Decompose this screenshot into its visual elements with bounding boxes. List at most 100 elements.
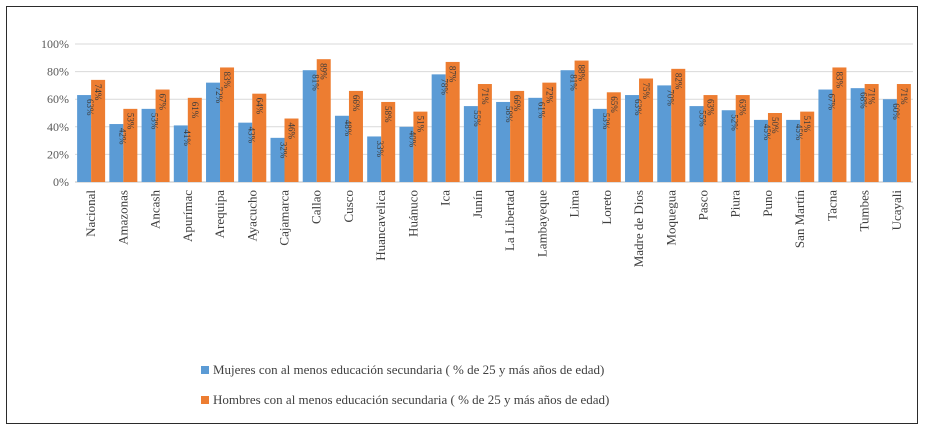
legend-label-women: Mujeres con al menos educación secundari… [213, 362, 604, 377]
bar-women [592, 108, 607, 182]
bar-women [463, 106, 478, 182]
bar-women [367, 136, 382, 182]
bar-women [270, 137, 285, 182]
bar-women [786, 119, 801, 182]
y-tick-label: 40% [47, 120, 69, 134]
bar-men [413, 111, 428, 182]
data-label-men: 51% [802, 116, 812, 133]
data-label-men: 66% [512, 95, 522, 112]
bar-men [896, 84, 911, 182]
data-label-men: 71% [480, 88, 490, 105]
data-label-men: 74% [93, 84, 103, 101]
bar-men [542, 82, 557, 182]
data-label-men: 72% [544, 87, 554, 104]
y-tick-label: 100% [41, 37, 69, 51]
bar-men [187, 97, 202, 182]
y-tick-label: 80% [47, 65, 69, 79]
x-category-label: Huánuco [405, 190, 420, 237]
bar-women [431, 74, 446, 182]
data-label-men: 58% [383, 106, 393, 123]
x-category-label: San Martín [792, 190, 807, 249]
data-label-women: 68% [859, 92, 869, 109]
x-category-label: Piura [728, 190, 743, 218]
x-category-label: Callao [309, 190, 324, 224]
data-label-men: 71% [867, 88, 877, 105]
bar-men [832, 67, 847, 182]
chart-frame: 0% 20% 40% 60% 80% 100% 63% 74% Nacional 42% 53% Am… [6, 6, 918, 424]
legend-label-men: Hombres con al menos educación secundari… [213, 392, 609, 407]
data-label-women: 45% [794, 124, 804, 141]
data-label-men: 50% [770, 117, 780, 134]
data-label-men: 65% [609, 96, 619, 113]
data-label-women: 40% [407, 131, 417, 148]
bar-women [657, 85, 672, 182]
x-category-label: Tumbes [857, 190, 872, 231]
bar-men [800, 111, 815, 182]
bar-women [399, 126, 414, 182]
x-category-label: Apurímac [180, 190, 195, 242]
data-label-men: 83% [834, 71, 844, 88]
data-label-women: 81% [311, 74, 321, 91]
data-label-women: 63% [85, 99, 95, 116]
data-label-men: 67% [158, 94, 168, 111]
bar-men [735, 95, 750, 182]
x-category-label: Lima [567, 190, 582, 218]
x-category-label: Ancash [148, 190, 163, 229]
bar-men [381, 101, 396, 182]
data-label-women: 61% [536, 102, 546, 119]
data-label-men: 64% [254, 98, 264, 115]
data-label-men: 63% [738, 99, 748, 116]
bar-women [625, 95, 640, 182]
bar-men [316, 59, 331, 182]
data-label-women: 42% [117, 128, 127, 145]
x-category-label: La Libertad [502, 190, 517, 251]
data-label-women: 32% [279, 142, 289, 159]
bar-women [334, 115, 349, 182]
bar-men [767, 113, 782, 182]
bar-men [510, 90, 525, 182]
bar-women [528, 97, 543, 182]
x-category-label: Ucayali [889, 190, 904, 231]
bar-chart: 0%20%40%60%80%100%63%74%Nacional42%53%Am… [41, 37, 913, 407]
bar-men [639, 78, 654, 182]
data-label-women: 41% [182, 129, 192, 146]
bar-women [141, 108, 156, 182]
x-category-label: Pasco [696, 190, 711, 220]
bar-men [220, 67, 235, 182]
data-label-women: 53% [150, 113, 160, 130]
bar-women [238, 122, 253, 182]
x-category-label: Moquegua [663, 190, 678, 246]
y-tick-label: 0% [53, 175, 69, 189]
x-category-label: Junín [470, 190, 485, 219]
bar-women [818, 89, 833, 182]
data-label-women: 60% [891, 103, 901, 120]
bar-women [109, 124, 124, 182]
bar-women [721, 110, 736, 182]
x-category-label: Cajamarca [277, 190, 292, 246]
bar-men [445, 61, 460, 182]
data-label-men: 51% [415, 116, 425, 133]
x-category-label: Ayacucho [244, 190, 259, 242]
x-category-label: Huancavelica [373, 190, 388, 261]
data-label-men: 88% [577, 65, 587, 82]
data-label-women: 67% [826, 94, 836, 111]
bar-men [348, 90, 363, 182]
data-label-men: 89% [319, 63, 329, 80]
bar-women [560, 70, 575, 182]
bar-men [606, 92, 621, 182]
data-label-women: 45% [762, 124, 772, 141]
bar-women [689, 106, 704, 182]
x-category-label: Lambayeque [534, 190, 549, 257]
data-label-men: 83% [222, 71, 232, 88]
data-label-men: 46% [287, 123, 297, 140]
bar-women [850, 88, 865, 182]
data-label-men: 66% [351, 95, 361, 112]
data-label-women: 52% [730, 114, 740, 131]
data-label-women: 58% [504, 106, 514, 123]
data-label-women: 33% [375, 140, 385, 157]
bar-men [284, 118, 299, 182]
x-category-label: Arequipa [212, 190, 227, 239]
data-label-women: 55% [472, 110, 482, 127]
data-label-men: 75% [641, 83, 651, 100]
bar-men [252, 93, 267, 182]
